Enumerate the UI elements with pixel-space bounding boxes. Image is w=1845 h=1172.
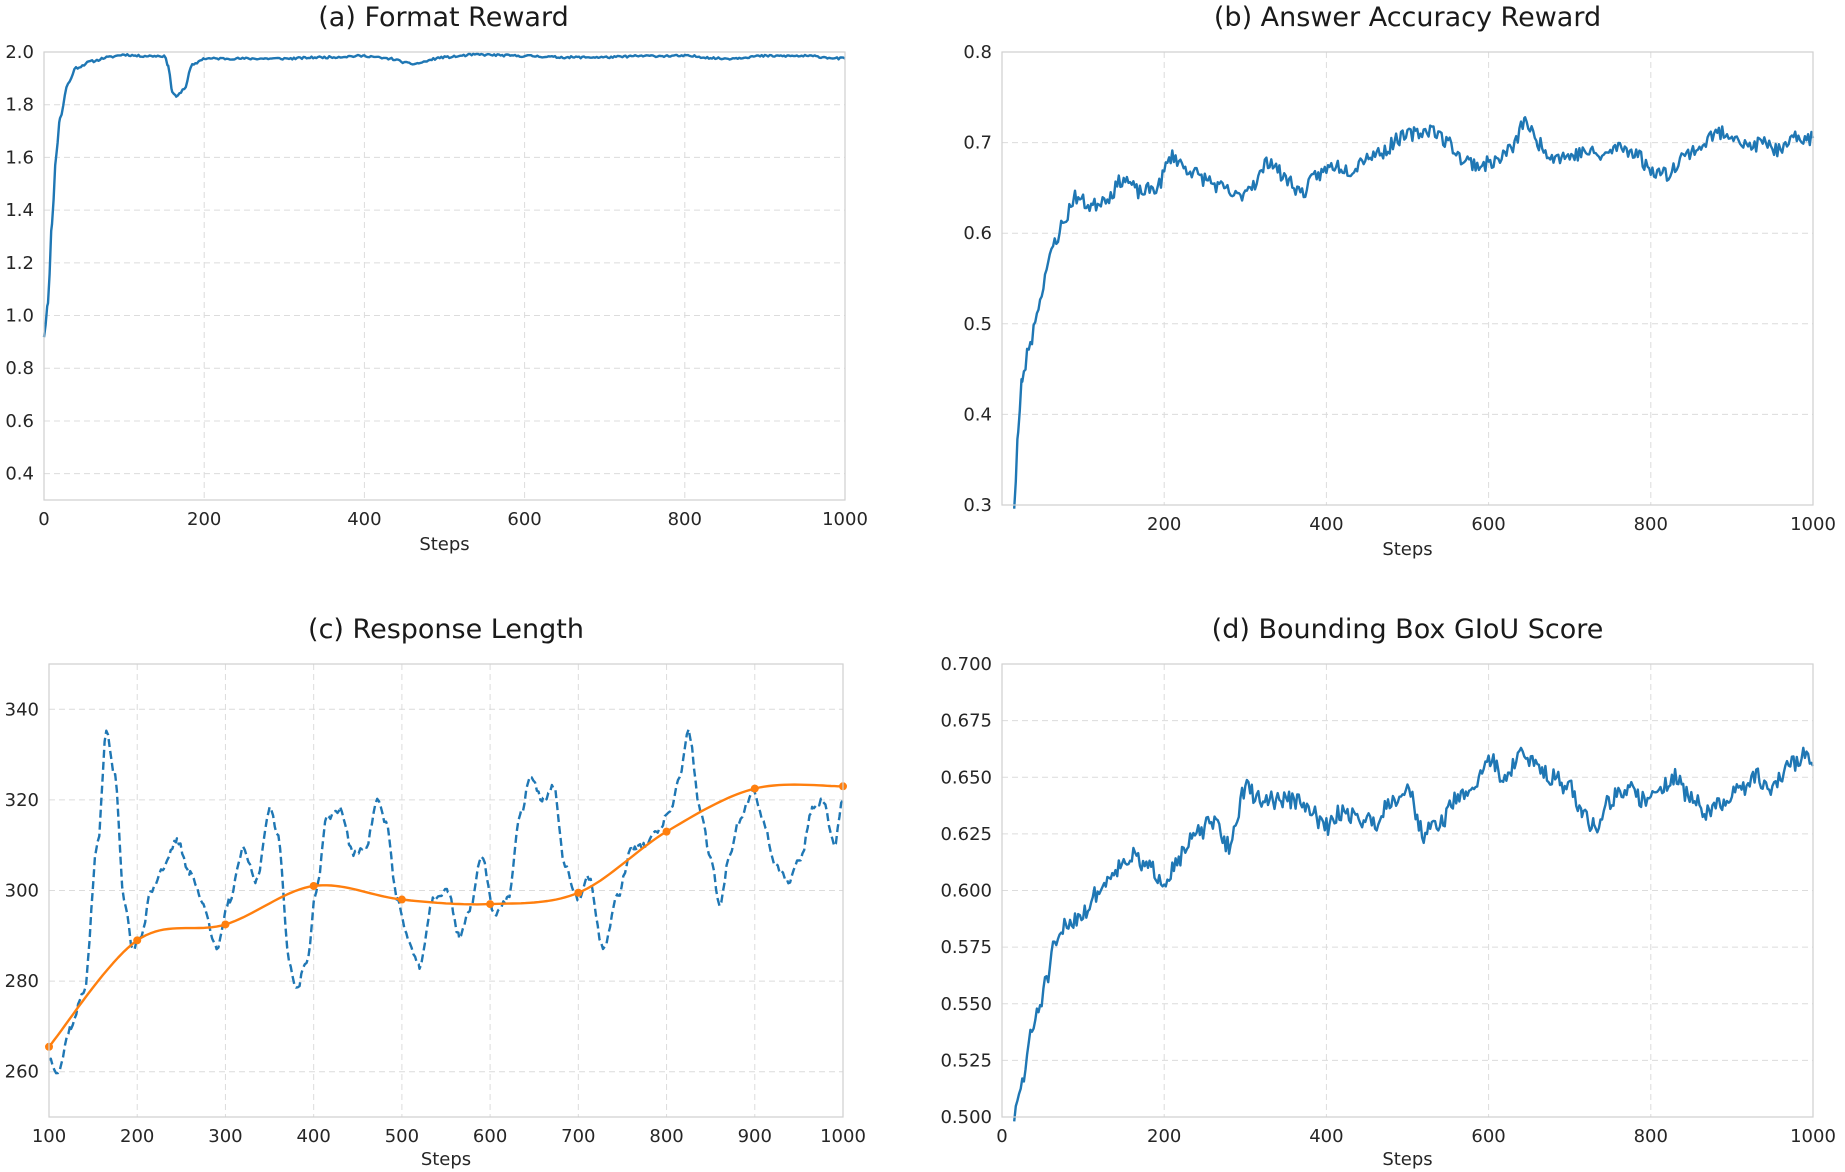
y-tick-label: 300 [5, 881, 39, 902]
y-tick-label: 0.6 [5, 411, 34, 432]
x-tick-label: 100 [32, 1126, 66, 1147]
x-tick-label: 0 [38, 509, 49, 530]
series-marker [133, 936, 142, 945]
chart-title: (a) Format Reward [318, 2, 569, 33]
y-tick-label: 1.4 [5, 200, 34, 221]
y-tick-label: 1.0 [5, 306, 34, 327]
x-axis-label: Steps [419, 534, 469, 555]
x-tick-label: 200 [1147, 1126, 1181, 1147]
y-tick-label: 0.625 [940, 824, 992, 845]
y-tick-label: 0.8 [963, 42, 992, 63]
x-tick-label: 1000 [822, 509, 868, 530]
x-tick-label: 600 [473, 1126, 507, 1147]
y-tick-label: 0.525 [940, 1050, 992, 1071]
y-tick-label: 0.8 [5, 358, 34, 379]
series-marker [221, 920, 230, 929]
x-tick-label: 0 [996, 1126, 1007, 1147]
series-marker [574, 888, 583, 897]
x-tick-label: 800 [649, 1126, 683, 1147]
answer-accuracy-plot: 200 400 600 800 1000 0.3 0.4 0.5 0.6 0.7 0.8 Steps [963, 42, 1836, 560]
y-tick-label: 2.0 [5, 42, 34, 63]
x-tick-label: 1000 [1790, 514, 1836, 535]
x-tick-label: 800 [668, 509, 702, 530]
series-marker [662, 827, 671, 836]
y-tick-label: 280 [5, 971, 39, 992]
series-line-0 [48, 728, 845, 1075]
chart-title: (c) Response Length [308, 614, 584, 645]
x-tick-label: 400 [1309, 514, 1343, 535]
grid [43, 51, 846, 500]
y-tick-label: 340 [5, 699, 39, 720]
series-marker [309, 881, 318, 890]
format-reward-plot: 0 200 400 600 800 1000 0.4 0.6 0.8 1.0 1.2 1.4 1.6 1.… [5, 42, 868, 555]
x-tick-label: 1000 [1790, 1126, 1836, 1147]
x-tick-label: 500 [385, 1126, 419, 1147]
chart-title: (d) Bounding Box GIoU Score [1211, 614, 1604, 645]
x-tick-label: 600 [1471, 514, 1505, 535]
y-tick-label: 0.675 [940, 711, 992, 732]
x-tick-label: 200 [187, 509, 221, 530]
x-tick-label: 400 [1309, 1126, 1343, 1147]
y-tick-label: 0.5 [963, 314, 992, 335]
plot-frame [1001, 51, 1814, 506]
x-tick-label: 200 [1147, 514, 1181, 535]
y-tick-label: 0.600 [940, 881, 992, 902]
series-marker [397, 895, 406, 904]
y-tick-label: 1.2 [5, 253, 34, 274]
y-tick-label: 1.6 [5, 147, 34, 168]
plot-frame [1001, 663, 1814, 1118]
x-axis-label: Steps [1382, 539, 1432, 560]
x-axis-label: Steps [421, 1149, 471, 1170]
series-line-0 [1013, 116, 1815, 509]
x-tick-label: 300 [208, 1126, 242, 1147]
y-tick-label: 0.7 [963, 133, 992, 154]
y-tick-label: 1.8 [5, 95, 34, 116]
chart-title: (b) Answer Accuracy Reward [1213, 2, 1602, 33]
series-line-1 [48, 783, 843, 1048]
x-tick-label: 400 [296, 1126, 330, 1147]
x-tick-label: 700 [561, 1126, 595, 1147]
series-line-0 [42, 52, 846, 338]
plot-frame [48, 663, 844, 1118]
response-length-plot: 100 200 300 400 500 600 700 800 900 1000 260 280 300… [5, 663, 866, 1170]
y-tick-label: 0.650 [940, 767, 992, 788]
y-tick-label: 0.4 [963, 404, 992, 425]
y-tick-label: 0.6 [963, 223, 992, 244]
series-marker [750, 784, 759, 793]
y-tick-label: 0.575 [940, 937, 992, 958]
x-axis-label: Steps [1382, 1149, 1432, 1170]
x-tick-label: 600 [1471, 1126, 1505, 1147]
x-tick-label: 800 [1634, 514, 1668, 535]
y-tick-label: 320 [5, 790, 39, 811]
y-tick-label: 0.500 [940, 1107, 992, 1128]
x-tick-label: 400 [347, 509, 381, 530]
x-tick-label: 600 [507, 509, 541, 530]
grid [1001, 663, 1814, 1118]
y-tick-label: 0.3 [963, 495, 992, 516]
x-tick-label: 900 [738, 1126, 772, 1147]
x-tick-label: 800 [1634, 1126, 1668, 1147]
x-tick-label: 1000 [820, 1126, 866, 1147]
y-tick-label: 260 [5, 1062, 39, 1083]
plot-frame [43, 51, 846, 501]
y-tick-label: 0.550 [940, 994, 992, 1015]
series-marker [486, 900, 495, 909]
x-tick-label: 200 [120, 1126, 154, 1147]
series-line-0 [1013, 746, 1815, 1122]
y-tick-label: 0.4 [5, 464, 34, 485]
y-tick-label: 0.700 [940, 654, 992, 675]
